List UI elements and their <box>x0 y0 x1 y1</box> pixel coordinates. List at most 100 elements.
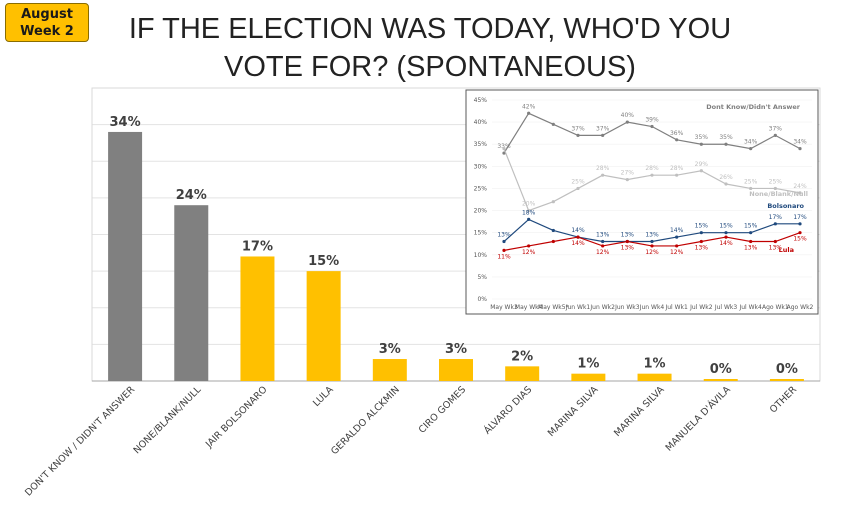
inset-point <box>773 133 777 137</box>
inset-point-label: 37% <box>769 125 783 132</box>
period-badge: August Week 2 <box>5 3 89 42</box>
inset-point <box>551 228 555 233</box>
chart-title-line2: VOTE FOR? (SPONTANEOUS) <box>224 51 636 83</box>
inset-point-label: 13% <box>497 232 511 239</box>
inset-point-label: 15% <box>793 236 807 243</box>
inset-series-name: Dont Know/Didn't Answer <box>706 103 801 111</box>
inset-series-name: Lula <box>779 246 794 254</box>
inset-point <box>527 208 531 213</box>
inset-point-label: 28% <box>645 165 659 172</box>
inset-point <box>527 111 531 115</box>
inset-x-tick: May Wk3 <box>490 304 518 311</box>
x-category-label: ÁLVARO DIAS <box>481 384 534 437</box>
inset-point-label: 37% <box>596 125 610 132</box>
inset-point-label: 14% <box>571 227 585 234</box>
bar-value-label: 34% <box>110 115 141 130</box>
inset-point <box>699 231 703 235</box>
inset-point <box>502 248 506 252</box>
badge-week: Week 2 <box>20 24 74 39</box>
x-category-label: GERALDO ALCKMIN <box>329 384 402 457</box>
inset-x-tick: May Wk5* <box>538 304 569 311</box>
inset-point <box>749 147 753 151</box>
inset-x-tick: Jun Wk1 <box>565 304 591 311</box>
inset-point <box>502 147 506 151</box>
x-category-label: MARINA SILVA <box>546 384 601 439</box>
inset-point-label: 34% <box>793 139 807 146</box>
inset-point <box>749 231 753 235</box>
inset-series-name: None/Blank/Null <box>749 190 808 198</box>
inset-y-tick: 15% <box>474 230 488 237</box>
inset-point-label: 24% <box>793 183 807 190</box>
inset-point <box>601 244 605 248</box>
inset-point <box>773 222 777 226</box>
inset-point <box>576 186 580 191</box>
inset-point-label: 12% <box>596 249 610 256</box>
inset-point <box>527 244 531 248</box>
inset-point <box>749 186 753 191</box>
bar <box>108 131 143 381</box>
inset-point-label: 29% <box>695 161 709 168</box>
badge-month: August <box>21 7 73 22</box>
inset-point <box>798 147 802 151</box>
inset-point <box>502 239 506 244</box>
inset-point-label: 40% <box>621 112 635 119</box>
inset-point-label: 27% <box>621 170 635 177</box>
bar-value-label: 3% <box>379 342 401 357</box>
inset-point <box>675 244 679 248</box>
inset-y-tick: 0% <box>477 296 487 303</box>
inset-point-label: 12% <box>645 249 659 256</box>
inset-point <box>601 133 605 137</box>
inset-point-label: 13% <box>596 232 610 239</box>
inset-point <box>675 173 679 177</box>
inset-point <box>650 244 654 248</box>
inset-point <box>601 239 605 244</box>
inset-point-label: 14% <box>719 240 733 247</box>
bar <box>769 379 804 381</box>
inset-x-tick: May Wk4 <box>515 304 543 311</box>
inset-point-label: 28% <box>670 165 684 172</box>
inset-point-label: 15% <box>719 223 733 230</box>
inset-point-label: 15% <box>695 223 709 230</box>
inset-point <box>773 239 777 244</box>
inset-x-tick: Jul Wk2 <box>689 304 713 311</box>
bar <box>637 373 672 381</box>
x-category-label: LULA <box>311 384 336 409</box>
inset-series-name: Bolsonaro <box>767 202 804 210</box>
inset-y-tick: 5% <box>477 274 487 281</box>
inset-x-tick: Jul Wk3 <box>714 304 738 311</box>
inset-point <box>551 200 555 204</box>
x-category-label: MANUELA D'ÁVILA <box>663 383 733 453</box>
bar-value-label: 17% <box>242 239 273 254</box>
inset-point-label: 26% <box>719 174 733 181</box>
inset-point-label: 35% <box>695 134 709 141</box>
inset-x-tick: Jun Wk4 <box>639 304 665 311</box>
inset-point <box>724 231 728 235</box>
inset-point-label: 25% <box>744 178 758 185</box>
inset-point <box>724 182 728 186</box>
inset-point <box>601 173 605 177</box>
inset-point-label: 12% <box>670 249 684 256</box>
inset-point-label: 13% <box>695 245 709 252</box>
inset-point <box>699 169 703 173</box>
inset-point <box>576 235 580 239</box>
inset-x-tick: Jul Wk1 <box>664 304 688 311</box>
inset-point <box>551 122 555 126</box>
inset-point <box>699 142 703 146</box>
inset-x-tick: Jun Wk3 <box>614 304 640 311</box>
inset-y-tick: 35% <box>474 141 488 148</box>
inset-point-label: 39% <box>645 117 659 124</box>
inset-point <box>699 239 703 244</box>
x-category-label: JAIR BOLSONARO <box>203 384 269 450</box>
inset-point-label: 33% <box>497 143 511 150</box>
chart-title: IF THE ELECTION WAS TODAY, WHO'D YOU VOT… <box>100 10 760 86</box>
bar-value-label: 15% <box>308 254 339 269</box>
inset-point <box>798 191 802 195</box>
inset-point-label: 13% <box>769 245 783 252</box>
bar <box>571 373 606 381</box>
inset-point-label: 13% <box>744 245 758 252</box>
inset-y-tick: 40% <box>474 119 488 126</box>
inset-point-label: 17% <box>769 214 783 221</box>
inset-point <box>773 186 777 191</box>
bar <box>306 271 341 381</box>
